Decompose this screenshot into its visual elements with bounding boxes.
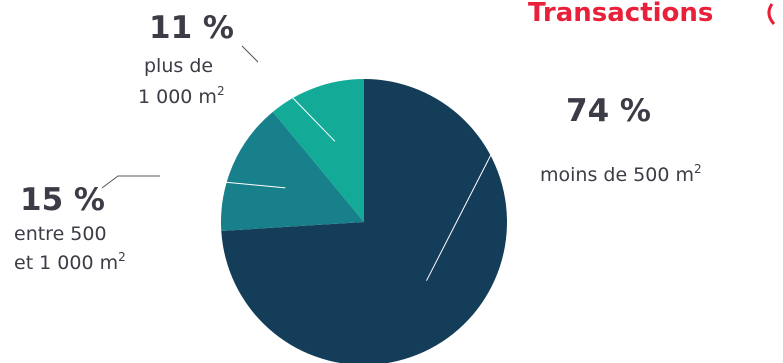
slice-label-plus-1000: 11 % plus de 1 000 m2 [138,10,234,108]
slice-description-line: plus de [144,55,213,77]
slice-description: et 1 000 m2 [14,250,126,274]
slice-description-line: moins de 500 m [540,164,694,186]
chart-heading: Transactions [528,0,713,28]
slice-percent-label: 15 % [20,182,105,218]
leader-line [426,140,499,281]
slice-description: 1 000 m2 [138,84,225,108]
slice-description-line: et 1 000 m [14,252,118,274]
slice-percent-label: 74 % [566,93,651,129]
unit-superscript: 2 [694,162,702,176]
leader-line-outer [241,45,259,63]
slice-description-line: 1 000 m [138,86,217,108]
pie-slices [220,79,507,363]
pie-leader-lines [101,45,499,281]
slice-label-entre-500-1000: 15 % entre 500 et 1 000 m2 [14,182,126,274]
unit-superscript: 2 [118,250,126,264]
heading-decoration-icon [767,3,776,26]
slice-description: moins de 500 m2 [540,162,702,186]
leader-line-outer [101,175,160,189]
pie-slice-moins-500 [221,79,507,363]
pie-slice-entre-500-1000 [220,111,364,231]
pie-slice-plus-1000 [272,79,364,222]
slice-label-moins-500: 74 % moins de 500 m2 [540,93,702,186]
slice-percent-label: 11 % [149,10,234,46]
slice-description-line: entre 500 [14,223,107,245]
unit-superscript: 2 [217,84,225,98]
